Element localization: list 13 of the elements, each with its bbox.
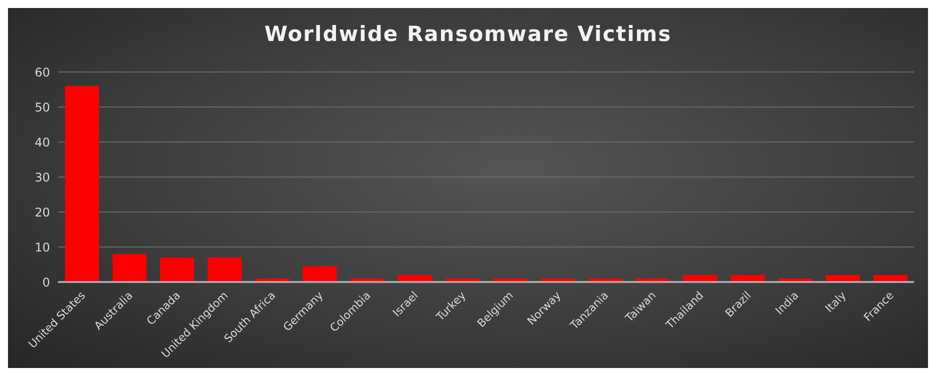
bar: [302, 266, 337, 282]
y-tick-label: 30: [34, 170, 50, 184]
y-tick-label: 50: [34, 100, 50, 114]
y-tick-label: 10: [34, 240, 50, 254]
y-tick-label: 60: [34, 65, 50, 80]
chart-title: Worldwide Ransomware Victims: [263, 22, 673, 46]
y-tick-label: 20: [34, 205, 50, 220]
bar: [208, 258, 242, 282]
bar: [65, 86, 99, 282]
bar: [112, 254, 147, 282]
y-tick-label: 0: [42, 275, 50, 290]
y-tick-label: 40: [34, 135, 50, 150]
bar: [160, 258, 194, 282]
